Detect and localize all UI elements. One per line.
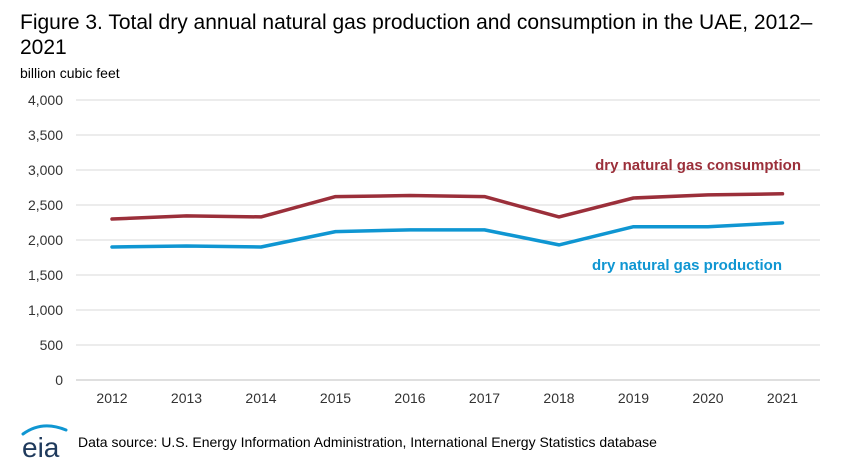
x-tick-label: 2017	[469, 390, 500, 406]
eia-logo-icon: eia	[21, 424, 68, 462]
x-tick-label: 2012	[96, 390, 127, 406]
y-tick-label: 500	[40, 337, 64, 353]
y-tick-label: 1,000	[28, 302, 63, 318]
x-tick-label: 2018	[543, 390, 574, 406]
x-tick-label: 2021	[767, 390, 798, 406]
x-tick-label: 2014	[245, 390, 276, 406]
y-tick-label: 0	[55, 372, 63, 388]
chart-title: Figure 3. Total dry annual natural gas p…	[20, 11, 813, 59]
series-line-production	[110, 221, 785, 249]
x-tick-label: 2019	[618, 390, 649, 406]
y-axis-ticks: 0 500 1,000 1,500 2,000 2,500 3,000 3,500 4,000	[28, 92, 63, 388]
y-tick-label: 3,000	[28, 162, 63, 178]
y-tick-label: 4,000	[28, 92, 63, 108]
series-label-production: dry natural gas production	[592, 257, 782, 274]
gridlines	[76, 99, 820, 381]
series-label-consumption: dry natural gas consumption	[595, 157, 801, 174]
series-lines	[110, 192, 785, 249]
y-axis-unit-label: billion cubic feet	[20, 65, 120, 81]
x-tick-label: 2020	[692, 390, 723, 406]
x-tick-label: 2013	[171, 390, 202, 406]
y-tick-label: 1,500	[28, 267, 63, 283]
series-line-consumption	[110, 192, 785, 221]
y-tick-label: 2,000	[28, 232, 63, 248]
data-source-note: Data source: U.S. Energy Information Adm…	[78, 434, 657, 450]
x-tick-label: 2015	[320, 390, 351, 406]
y-tick-label: 3,500	[28, 127, 63, 143]
x-axis-ticks: 2012 2013 2014 2015 2016 2017 2018 2019 2020 2021	[96, 390, 798, 406]
x-tick-label: 2016	[394, 390, 425, 406]
eia-logo-text: eia	[22, 432, 60, 462]
y-tick-label: 2,500	[28, 197, 63, 213]
series-labels: dry natural gas consumption dry natural g…	[592, 157, 801, 274]
